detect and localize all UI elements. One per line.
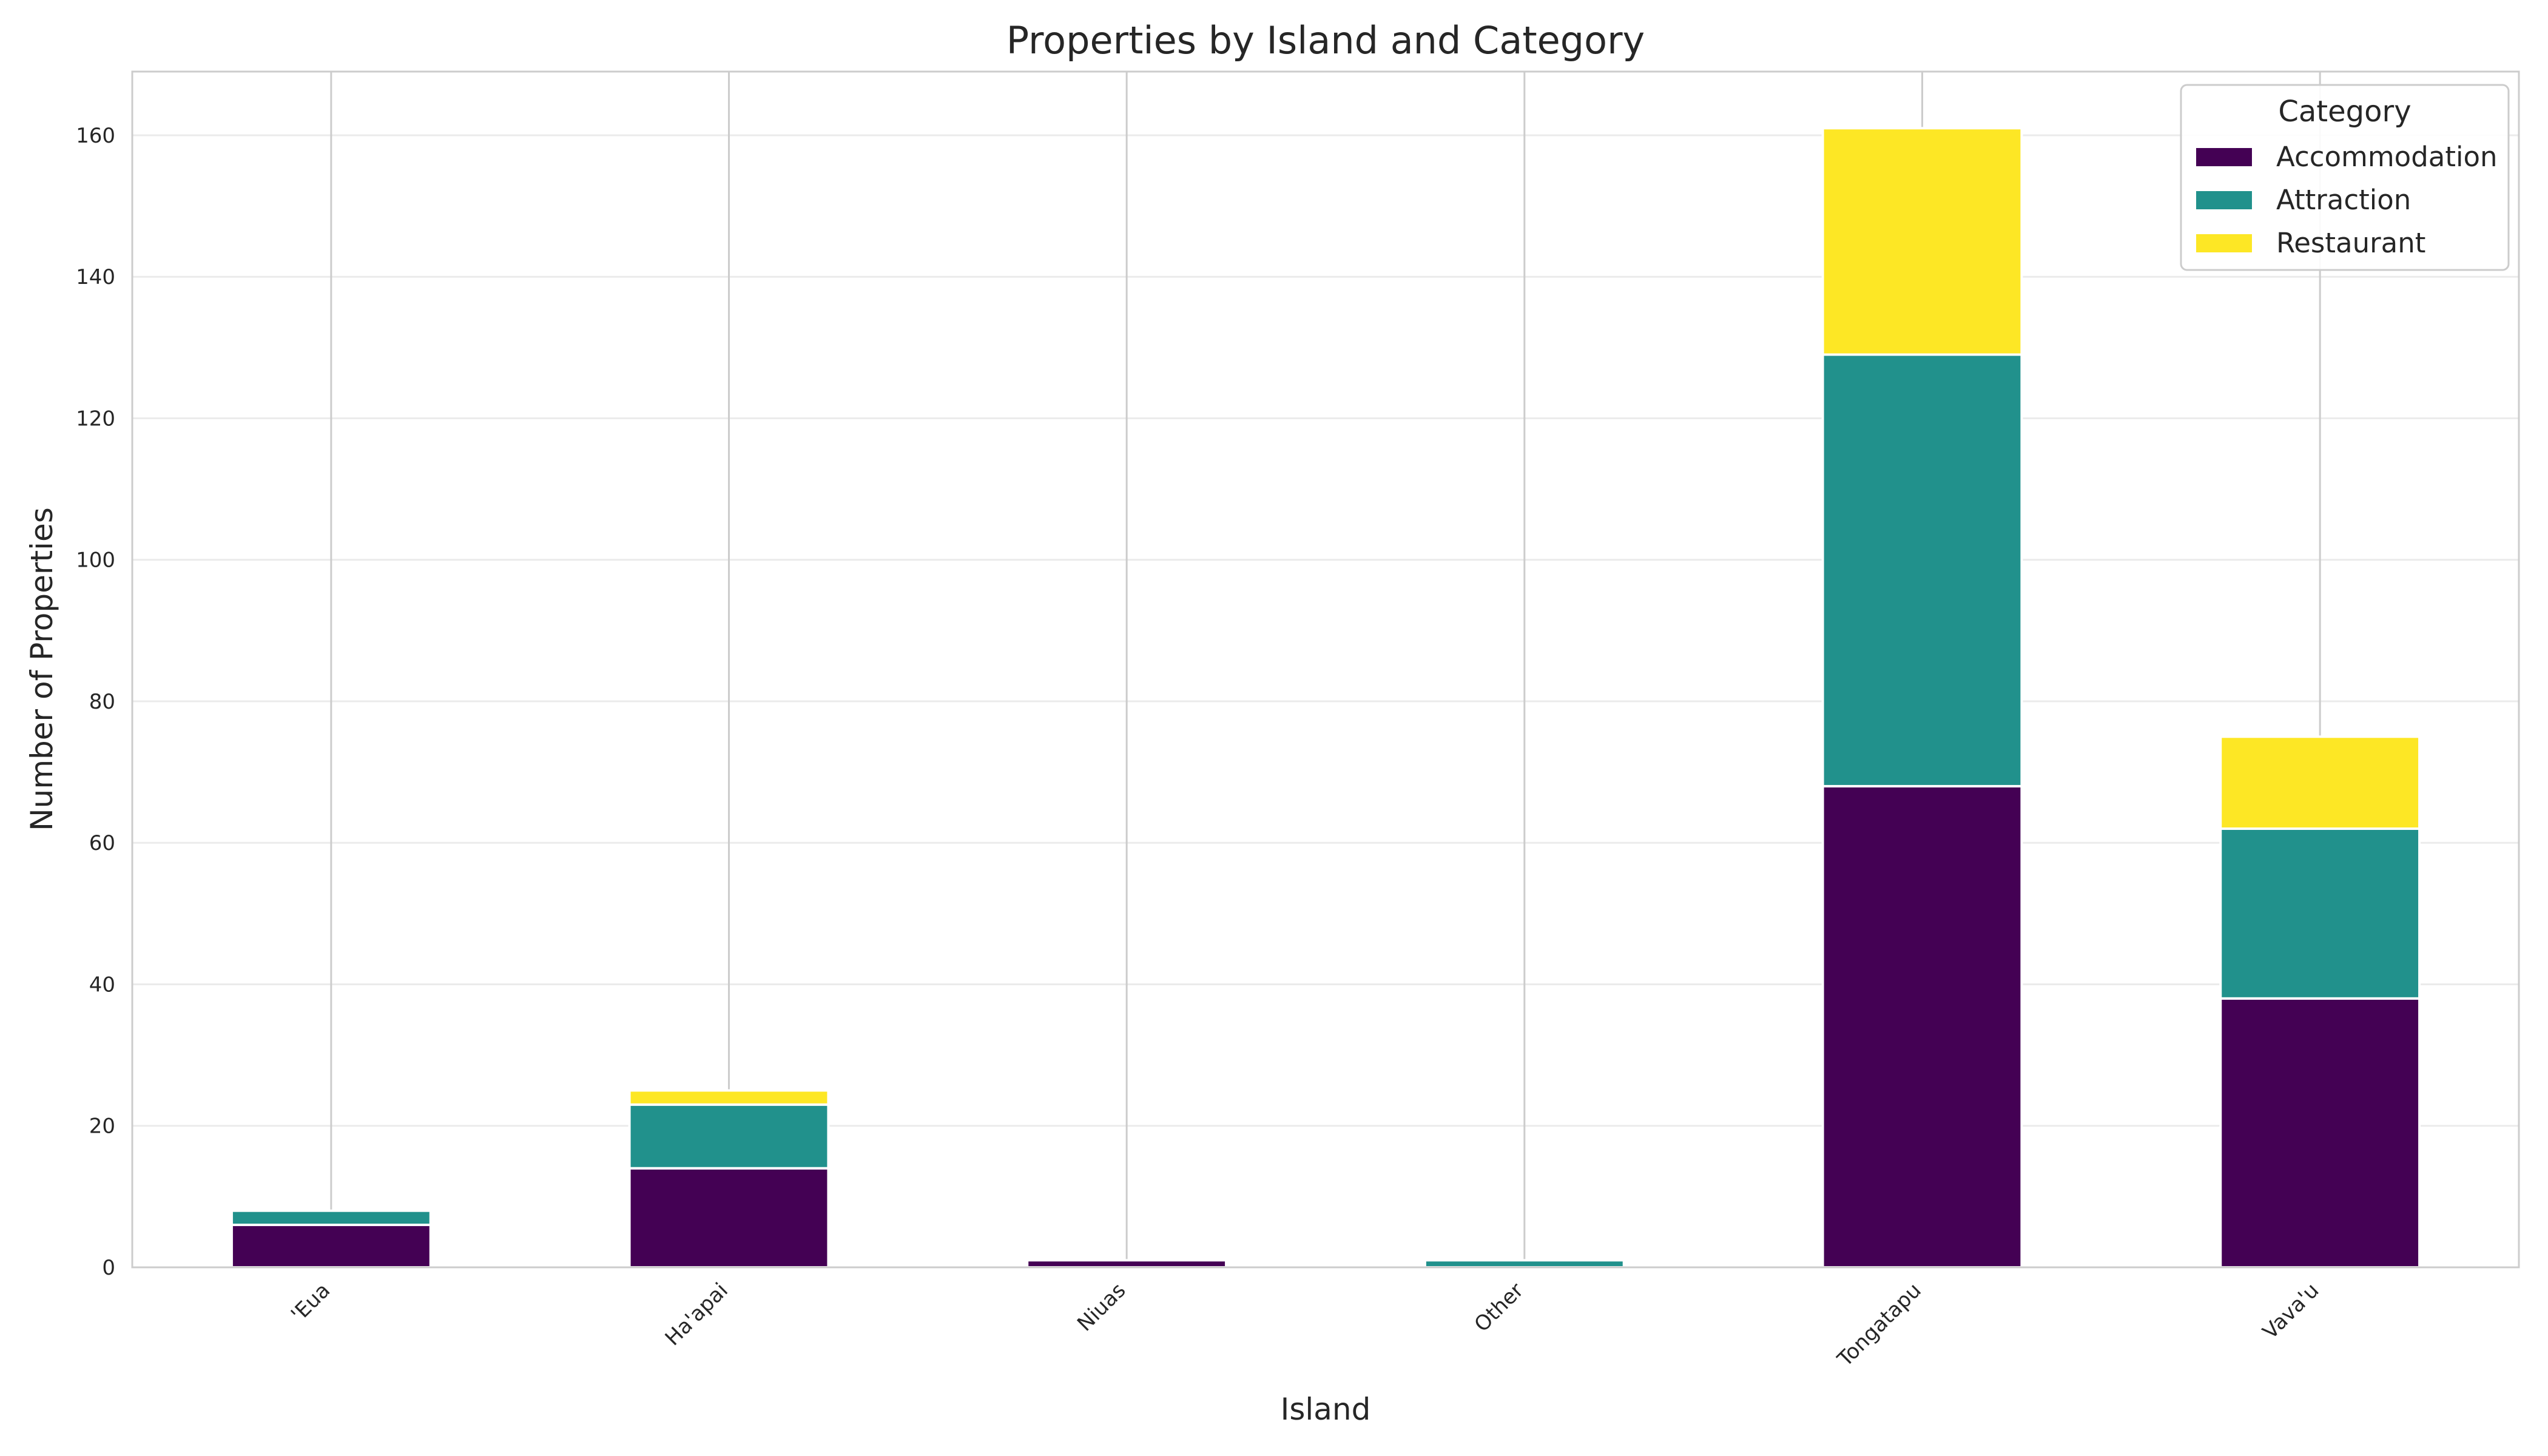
- x-tick-label: Niuas: [1073, 1278, 1130, 1336]
- plot-frame: [131, 70, 2520, 1269]
- y-tick-label: 60: [89, 831, 115, 855]
- bar-segment: [2219, 997, 2421, 1269]
- bar-segment: [2219, 827, 2421, 1000]
- y-tick-label: 120: [76, 406, 115, 431]
- y-tick-labels: 0 20 40 60 80 100 120 140 160: [76, 124, 115, 1280]
- grid-lines: [132, 72, 2519, 1269]
- bar-segment: [230, 1209, 432, 1227]
- plot-area: 0 20 40 60 80 100 120 140 160 'Eua Ha'apai Niuas Ot…: [76, 70, 2520, 1372]
- legend: Category Accommodation Attraction Restaura…: [2180, 84, 2510, 271]
- x-tick-label: Ha'apai: [661, 1278, 733, 1350]
- y-axis-label: Number of Properties: [24, 507, 59, 831]
- y-tick-label: 40: [89, 972, 115, 997]
- y-tick-label: 0: [102, 1256, 115, 1280]
- legend-label: Restaurant: [2276, 227, 2425, 259]
- bar-segment: [2219, 735, 2421, 830]
- legend-label: Attraction: [2276, 184, 2411, 216]
- chart-title: Properties by Island and Category: [1006, 18, 1645, 62]
- bar-segment: [1821, 127, 2023, 356]
- legend-swatch: [2196, 148, 2252, 166]
- legend-title: Category: [2278, 95, 2411, 129]
- legend-swatch: [2196, 191, 2252, 209]
- bar-segment: [628, 1167, 830, 1269]
- x-tick-label: Other: [1470, 1278, 1529, 1337]
- y-tick-label: 80: [89, 690, 115, 714]
- x-tick-label: Tongatapu: [1833, 1278, 1926, 1372]
- bar-segment: [628, 1103, 830, 1170]
- legend-swatch: [2196, 234, 2252, 252]
- x-axis-label: Island: [1281, 1392, 1371, 1427]
- bar-segment: [230, 1224, 432, 1269]
- bars: [230, 127, 2421, 1269]
- bar-segment: [1423, 1259, 1625, 1269]
- legend-box: [2180, 84, 2510, 271]
- bar-segment: [1821, 784, 2023, 1269]
- x-tick-label: 'Eua: [286, 1278, 335, 1327]
- x-tick-label: Vava'u: [2258, 1278, 2324, 1344]
- bar-segment: [1026, 1259, 1228, 1269]
- y-tick-label: 100: [76, 548, 115, 573]
- y-tick-label: 140: [76, 265, 115, 289]
- x-tick-labels: 'Eua Ha'apai Niuas Other Tongatapu Vava'u: [286, 1278, 2324, 1372]
- legend-label: Accommodation: [2276, 141, 2498, 173]
- bar-segment: [628, 1089, 830, 1106]
- legend-items: Accommodation Attraction Restaurant: [2196, 141, 2498, 259]
- y-tick-label: 160: [76, 124, 115, 148]
- bar-segment: [1821, 353, 2023, 787]
- y-tick-label: 20: [89, 1114, 115, 1139]
